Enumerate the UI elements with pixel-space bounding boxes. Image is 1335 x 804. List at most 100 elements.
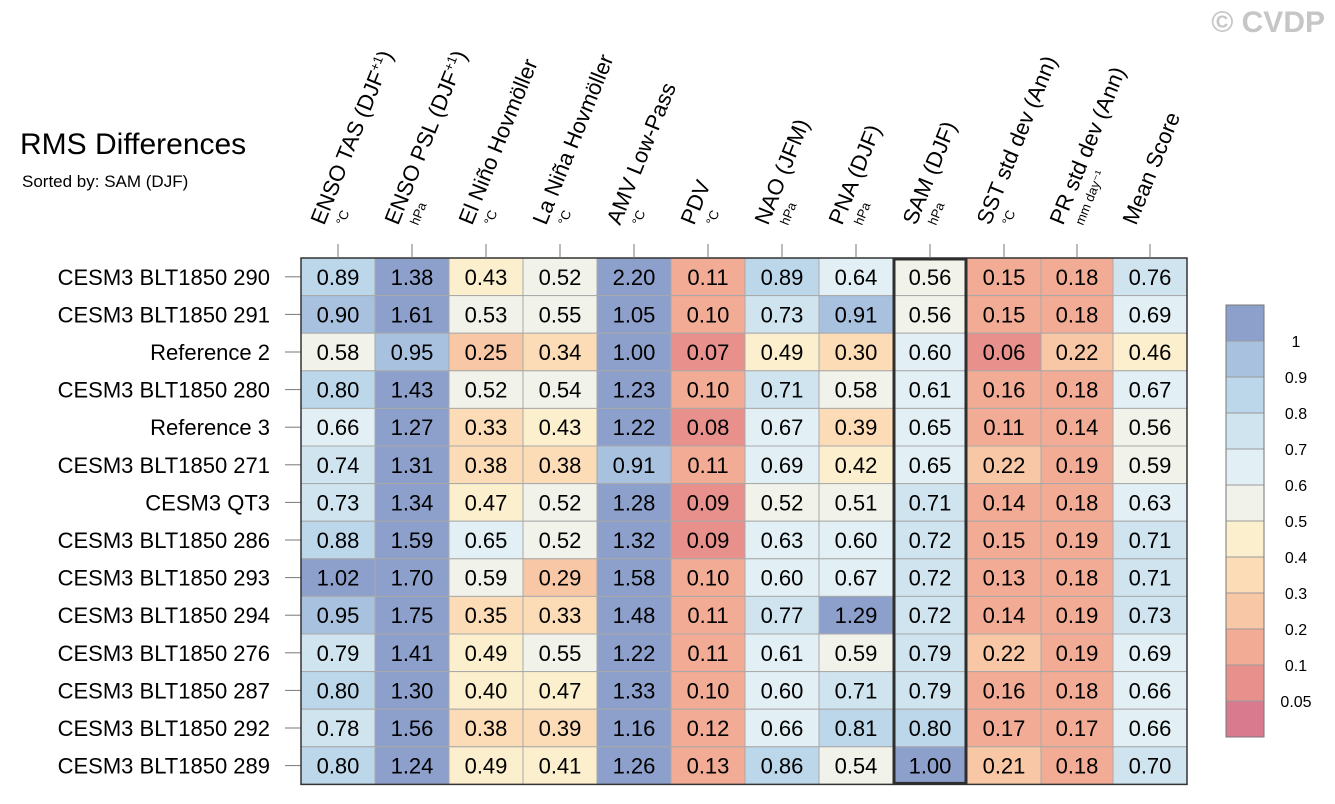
heatmap-cell: [1112, 746, 1188, 785]
cell-value: 0.95: [317, 603, 360, 628]
cell-value: 0.72: [909, 528, 952, 553]
heatmap-cell: [670, 295, 746, 334]
colorbar-segment: [1225, 376, 1265, 414]
heatmap-cell: [1112, 595, 1188, 635]
cell-value: 0.18: [1056, 754, 1099, 779]
row-label: CESM3 BLT1850 291: [58, 302, 270, 327]
column-label: El Niño Hovmöller: [453, 55, 542, 228]
heatmap-cell: [300, 332, 376, 372]
heatmap-cell: [448, 370, 524, 409]
heatmap-cell: [818, 370, 894, 409]
cell-value: 1.41: [391, 641, 434, 666]
heatmap-cell: [670, 370, 746, 409]
heatmap-cell: [818, 520, 894, 560]
cell-value: 0.18: [1056, 378, 1099, 403]
cell-value: 0.60: [909, 340, 952, 365]
cell-value: 0.56: [909, 302, 952, 327]
cell-value: 0.10: [687, 566, 730, 591]
cell-value: 0.71: [1129, 566, 1172, 591]
cell-value: 1.38: [391, 265, 434, 290]
cell-value: 0.60: [761, 678, 804, 703]
cell-value: 0.14: [983, 603, 1026, 628]
cell-value: 0.59: [465, 566, 508, 591]
cell-value: 1.26: [613, 754, 656, 779]
column-unit: °C: [555, 208, 574, 227]
cell-value: 0.58: [317, 340, 360, 365]
heatmap-cell: [892, 295, 968, 334]
heatmap-cell: [374, 332, 450, 372]
cell-value: 0.54: [539, 378, 582, 403]
heatmap-cell: [374, 520, 450, 560]
heatmap-cell: [744, 746, 820, 785]
cell-value: 0.64: [835, 265, 878, 290]
column-label: ENSO TAS (DJF+1): [305, 47, 398, 228]
cell-value: 1.48: [613, 603, 656, 628]
cell-value: 0.71: [835, 678, 878, 703]
cell-value: 0.18: [1056, 490, 1099, 515]
heatmap-cell: [966, 746, 1042, 785]
cell-value: 0.73: [761, 302, 804, 327]
cell-value: 1.23: [613, 378, 656, 403]
heatmap-cell: [892, 671, 968, 710]
cell-value: 0.15: [983, 302, 1026, 327]
cell-value: 0.19: [1056, 641, 1099, 666]
cell-value: 1.00: [909, 754, 952, 779]
cell-value: 0.73: [317, 490, 360, 515]
cell-value: 1.27: [391, 415, 434, 440]
cell-value: 0.49: [761, 340, 804, 365]
cell-value: 0.18: [1056, 678, 1099, 703]
cell-value: 1.30: [391, 678, 434, 703]
heatmap-cell: [448, 746, 524, 785]
cell-value: 0.78: [317, 716, 360, 741]
heatmap-cell: [448, 595, 524, 635]
heatmap-cell: [744, 708, 820, 748]
cell-value: 0.72: [909, 603, 952, 628]
cell-value: 0.52: [539, 490, 582, 515]
cell-value: 0.65: [465, 528, 508, 553]
cell-value: 0.33: [539, 603, 582, 628]
heatmap-cell: [670, 633, 746, 673]
heatmap-cell: [670, 483, 746, 522]
heatmap-cell: [1040, 633, 1114, 673]
cell-value: 0.13: [983, 566, 1026, 591]
cell-value: 0.67: [761, 415, 804, 440]
cell-value: 1.58: [613, 566, 656, 591]
cell-value: 0.69: [1129, 641, 1172, 666]
colorbar-segment: [1225, 556, 1265, 594]
cell-value: 0.52: [761, 490, 804, 515]
cell-value: 0.39: [539, 716, 582, 741]
heatmap-cell: [1112, 445, 1188, 485]
cell-value: 0.30: [835, 340, 878, 365]
heatmap-cell: [966, 483, 1042, 522]
cell-value: 0.56: [909, 265, 952, 290]
colorbar-segment: [1225, 592, 1265, 630]
cell-value: 0.69: [1129, 302, 1172, 327]
heatmap-cell: [522, 407, 598, 447]
heatmap-cell: [374, 671, 450, 710]
colorbar-segment: [1225, 484, 1265, 522]
heatmap-cell: [374, 483, 450, 522]
row-label: CESM3 BLT1850 287: [58, 678, 270, 703]
cell-value: 0.81: [835, 716, 878, 741]
cell-value: 1.00: [613, 340, 656, 365]
row-label: CESM3 BLT1850 294: [58, 603, 270, 628]
heatmap-cell: [596, 295, 672, 334]
cell-value: 0.18: [1056, 302, 1099, 327]
heatmap-cell: [744, 295, 820, 334]
cell-value: 0.11: [983, 415, 1024, 440]
heatmap-cell: [670, 671, 746, 710]
heatmap-cell: [300, 671, 376, 710]
colorbar-segment: [1225, 340, 1265, 378]
cell-value: 0.18: [1056, 566, 1099, 591]
heatmap-cell: [300, 483, 376, 522]
cell-value: 0.21: [983, 754, 1026, 779]
cell-value: 0.53: [465, 302, 508, 327]
heatmap-cell: [1112, 483, 1188, 522]
column-unit: °C: [703, 208, 722, 227]
heatmap-cell: [818, 746, 894, 785]
cell-value: 0.80: [317, 754, 360, 779]
colorbar-label: 0.4: [1285, 550, 1307, 567]
row-label: CESM3 QT3: [145, 490, 270, 515]
cell-value: 0.12: [687, 716, 730, 741]
